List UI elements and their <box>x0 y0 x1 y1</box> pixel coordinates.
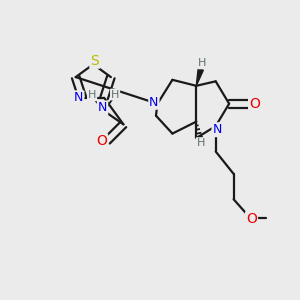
Text: H: H <box>198 58 206 68</box>
Text: H: H <box>196 138 205 148</box>
Text: H: H <box>88 90 96 100</box>
Text: H: H <box>111 89 119 100</box>
Text: O: O <box>96 134 107 148</box>
Text: N: N <box>98 101 107 114</box>
Text: O: O <box>246 212 257 226</box>
Text: N: N <box>149 96 159 109</box>
Polygon shape <box>196 69 203 86</box>
Text: N: N <box>212 123 222 136</box>
Text: S: S <box>90 54 99 68</box>
Text: N: N <box>74 91 83 104</box>
Text: O: O <box>249 97 260 111</box>
